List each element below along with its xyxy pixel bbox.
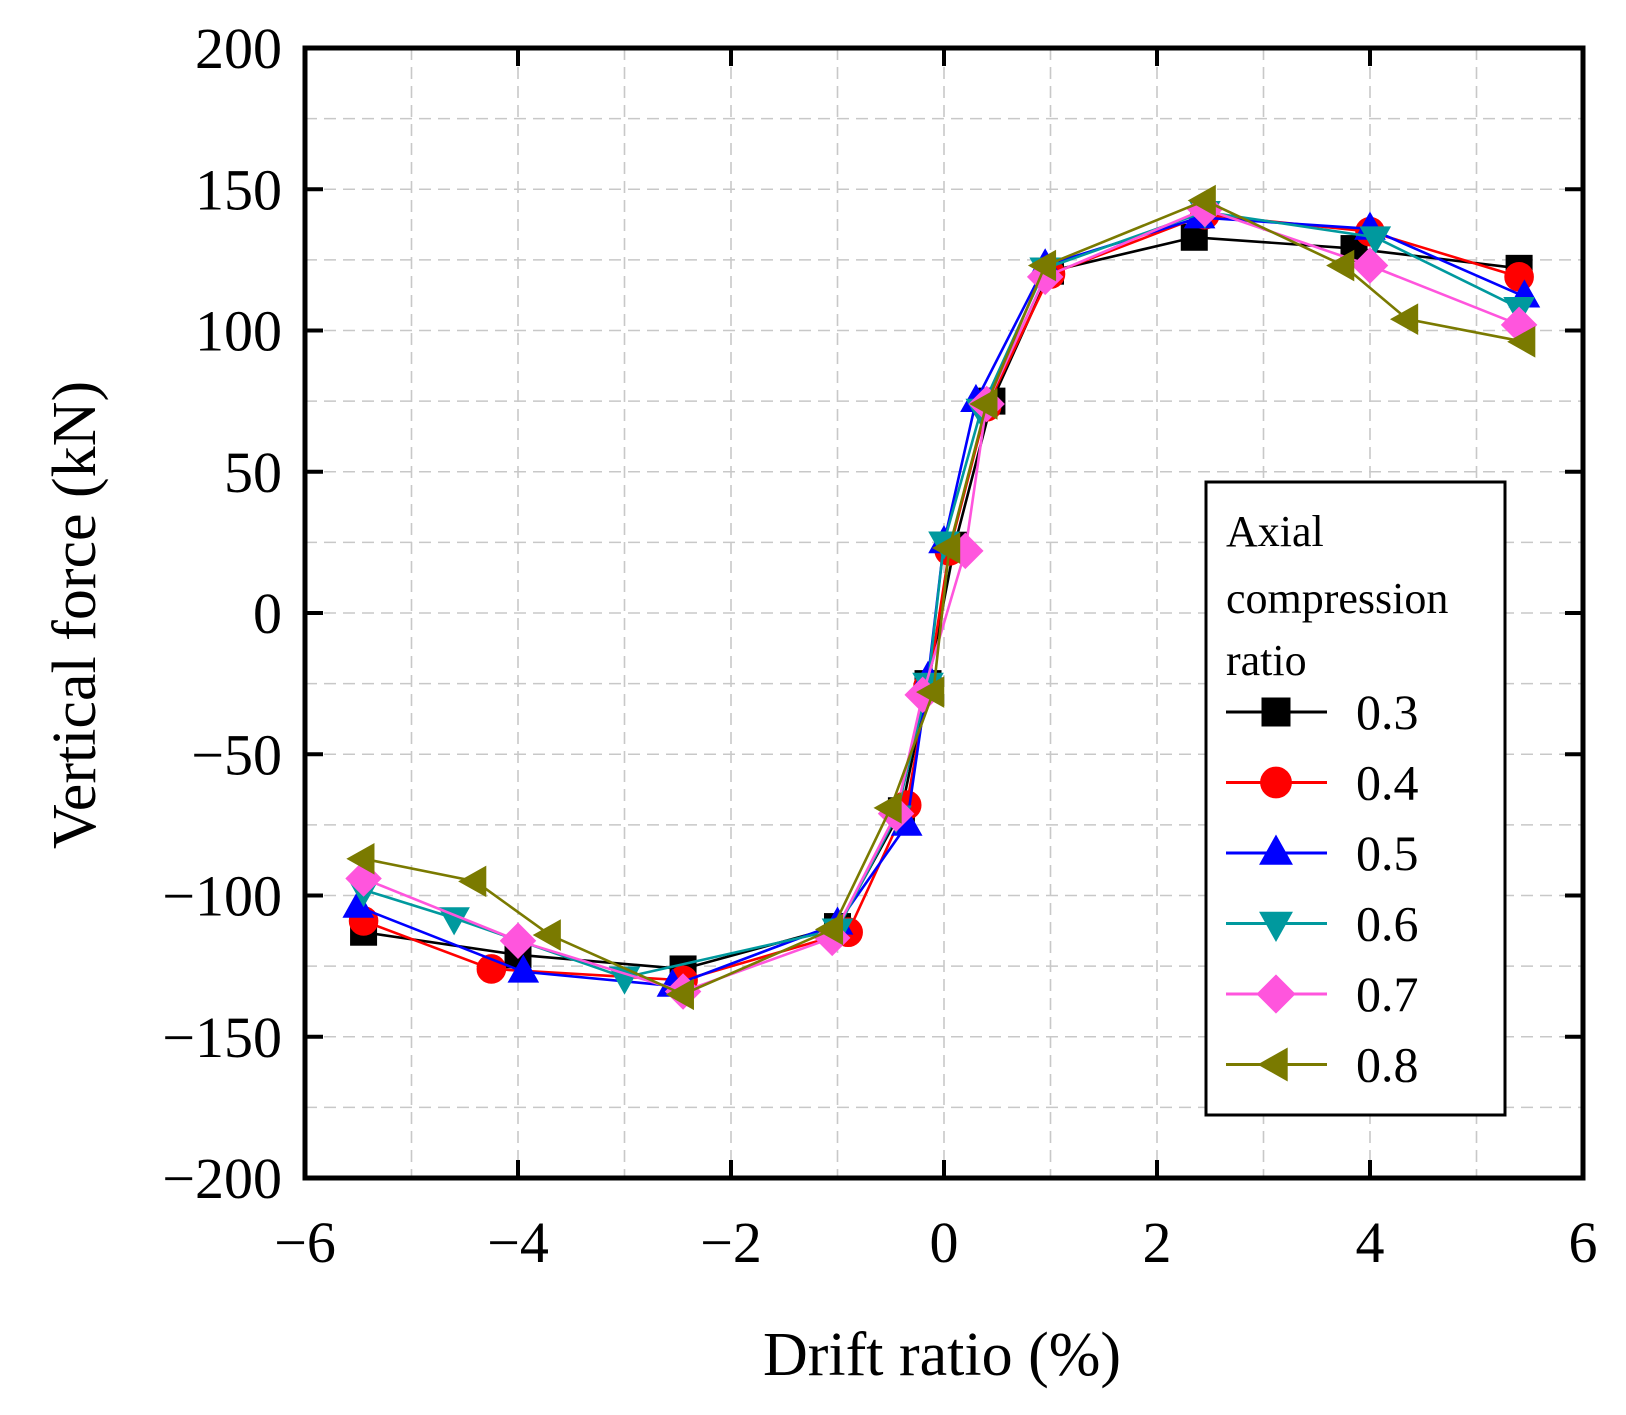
legend-marker xyxy=(1257,1047,1288,1082)
data-point xyxy=(1507,325,1536,358)
axis-ticks xyxy=(303,46,1585,1180)
legend-item: 0.4 xyxy=(1226,755,1419,811)
x-tick-label: 0 xyxy=(930,1210,959,1275)
legend-label: 0.5 xyxy=(1356,825,1419,881)
y-tick-label: 50 xyxy=(224,440,282,505)
data-point xyxy=(532,919,561,951)
y-tick-label: 0 xyxy=(253,581,282,646)
legend-label: 0.8 xyxy=(1356,1037,1419,1093)
data-point xyxy=(814,913,844,946)
y-tick-label: 100 xyxy=(195,299,282,364)
data-point xyxy=(438,907,470,936)
legend: Axial compression ratio 0.30.40.50.60.70… xyxy=(1204,480,1507,1117)
legend-label: 0.4 xyxy=(1356,755,1419,811)
legend-label: 0.6 xyxy=(1356,896,1419,952)
data-point xyxy=(932,532,961,564)
legend-item: 0.7 xyxy=(1226,966,1419,1022)
legend-entries: 0.3 0.4 0.5 0.6 0.7 0.8 xyxy=(1226,684,1419,1093)
legend-item: 0.8 xyxy=(1226,1037,1419,1093)
data-point xyxy=(507,954,540,983)
tick-labels: −6 −4 −2 0 2 4 6 −200 −150 −100 −50 0 50 100 150 200 xyxy=(162,16,1597,1275)
x-tick-label: 2 xyxy=(1143,1210,1172,1275)
series-line xyxy=(363,210,1520,979)
x-tick-label: −2 xyxy=(700,1210,762,1275)
data-point xyxy=(1390,303,1419,336)
y-tick-label: −100 xyxy=(162,864,282,929)
series-line xyxy=(363,199,1525,996)
data-point xyxy=(1027,249,1057,282)
data-point xyxy=(342,889,375,918)
x-tick-label: −4 xyxy=(487,1210,549,1275)
data-point xyxy=(346,842,375,875)
legend-title-line-1: Axial xyxy=(1226,507,1324,556)
y-tick-label: −50 xyxy=(191,722,282,787)
x-tick-label: −6 xyxy=(274,1210,336,1275)
data-point xyxy=(873,792,902,824)
legend-title-line-3: ratio xyxy=(1226,636,1307,685)
data-point xyxy=(1504,262,1534,292)
legend-item: 0.5 xyxy=(1226,825,1419,881)
data-point xyxy=(969,388,998,420)
series-0.8 xyxy=(346,184,1536,1011)
legend-title-line-2: compression xyxy=(1226,574,1448,623)
legend-item: 0.3 xyxy=(1226,684,1419,740)
x-axis-title: Drift ratio (%) xyxy=(763,1321,1121,1389)
data-point xyxy=(458,865,487,898)
x-tick-label: 6 xyxy=(1569,1210,1598,1275)
legend-label: 0.3 xyxy=(1356,684,1419,740)
y-tick-label: 150 xyxy=(195,157,282,222)
legend-marker xyxy=(1260,766,1292,799)
data-point xyxy=(1359,226,1392,255)
data-point xyxy=(1326,249,1355,282)
data-point xyxy=(665,978,694,1011)
series-layer xyxy=(342,184,1541,1011)
y-axis-title: Vertical force (kN) xyxy=(41,381,109,849)
legend-marker xyxy=(1261,697,1291,727)
legend-item: 0.6 xyxy=(1226,896,1419,952)
data-point xyxy=(916,676,945,708)
legend-marker xyxy=(1259,911,1293,943)
data-point xyxy=(1187,184,1216,217)
data-point xyxy=(1351,247,1389,284)
legend-marker xyxy=(1259,834,1293,865)
legend-marker xyxy=(1256,974,1296,1014)
y-tick-label: −150 xyxy=(162,1005,282,1070)
y-tick-label: −200 xyxy=(162,1146,282,1211)
data-point xyxy=(499,922,537,959)
legend-label: 0.7 xyxy=(1356,966,1419,1022)
legend-box xyxy=(1204,480,1507,1117)
y-tick-label: 200 xyxy=(195,16,282,81)
x-tick-label: 4 xyxy=(1356,1210,1385,1275)
